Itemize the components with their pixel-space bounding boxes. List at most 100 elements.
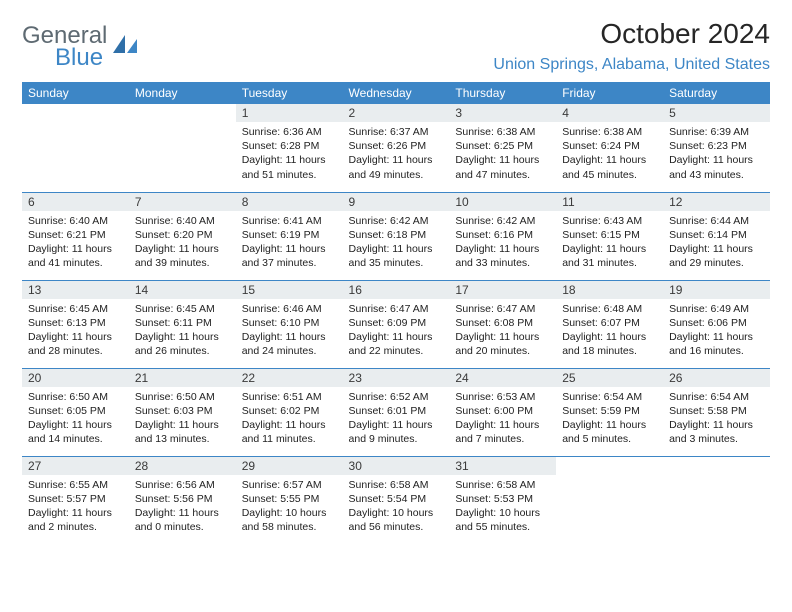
day-number: 26 [663, 369, 770, 387]
day-number: 22 [236, 369, 343, 387]
calendar-day-cell: 7Sunrise: 6:40 AMSunset: 6:20 PMDaylight… [129, 192, 236, 280]
day-number: 2 [343, 104, 450, 122]
logo-sail-icon [111, 33, 139, 64]
calendar-day-cell: 28Sunrise: 6:56 AMSunset: 5:56 PMDayligh… [129, 456, 236, 544]
day-details: Sunrise: 6:56 AMSunset: 5:56 PMDaylight:… [129, 475, 236, 539]
calendar-day-cell: 2Sunrise: 6:37 AMSunset: 6:26 PMDaylight… [343, 104, 450, 192]
calendar-day-cell: 5Sunrise: 6:39 AMSunset: 6:23 PMDaylight… [663, 104, 770, 192]
weekday-header: Saturday [663, 82, 770, 104]
day-number: 13 [22, 281, 129, 299]
calendar-week-row: 27Sunrise: 6:55 AMSunset: 5:57 PMDayligh… [22, 456, 770, 544]
day-details: Sunrise: 6:43 AMSunset: 6:15 PMDaylight:… [556, 211, 663, 275]
calendar-week-row: 1Sunrise: 6:36 AMSunset: 6:28 PMDaylight… [22, 104, 770, 192]
calendar-day-cell: 17Sunrise: 6:47 AMSunset: 6:08 PMDayligh… [449, 280, 556, 368]
day-number: 12 [663, 193, 770, 211]
calendar-day-cell: 23Sunrise: 6:52 AMSunset: 6:01 PMDayligh… [343, 368, 450, 456]
day-number: 10 [449, 193, 556, 211]
day-details: Sunrise: 6:46 AMSunset: 6:10 PMDaylight:… [236, 299, 343, 363]
title-block: October 2024 Union Springs, Alabama, Uni… [493, 18, 770, 74]
calendar-day-cell: 9Sunrise: 6:42 AMSunset: 6:18 PMDaylight… [343, 192, 450, 280]
day-details: Sunrise: 6:38 AMSunset: 6:24 PMDaylight:… [556, 122, 663, 186]
calendar-day-cell: 11Sunrise: 6:43 AMSunset: 6:15 PMDayligh… [556, 192, 663, 280]
day-number: 18 [556, 281, 663, 299]
calendar-day-cell: 19Sunrise: 6:49 AMSunset: 6:06 PMDayligh… [663, 280, 770, 368]
day-details: Sunrise: 6:45 AMSunset: 6:11 PMDaylight:… [129, 299, 236, 363]
day-details: Sunrise: 6:47 AMSunset: 6:09 PMDaylight:… [343, 299, 450, 363]
day-number: 16 [343, 281, 450, 299]
day-details: Sunrise: 6:49 AMSunset: 6:06 PMDaylight:… [663, 299, 770, 363]
weekday-header: Tuesday [236, 82, 343, 104]
day-number: 31 [449, 457, 556, 475]
day-details: Sunrise: 6:50 AMSunset: 6:05 PMDaylight:… [22, 387, 129, 451]
calendar-week-row: 13Sunrise: 6:45 AMSunset: 6:13 PMDayligh… [22, 280, 770, 368]
day-details: Sunrise: 6:57 AMSunset: 5:55 PMDaylight:… [236, 475, 343, 539]
day-number: 17 [449, 281, 556, 299]
day-details: Sunrise: 6:36 AMSunset: 6:28 PMDaylight:… [236, 122, 343, 186]
calendar-day-cell: 24Sunrise: 6:53 AMSunset: 6:00 PMDayligh… [449, 368, 556, 456]
day-number: 1 [236, 104, 343, 122]
day-number: 27 [22, 457, 129, 475]
day-number: 9 [343, 193, 450, 211]
calendar-week-row: 6Sunrise: 6:40 AMSunset: 6:21 PMDaylight… [22, 192, 770, 280]
calendar-week-row: 20Sunrise: 6:50 AMSunset: 6:05 PMDayligh… [22, 368, 770, 456]
day-number: 8 [236, 193, 343, 211]
day-number: 5 [663, 104, 770, 122]
day-number: 29 [236, 457, 343, 475]
day-details: Sunrise: 6:40 AMSunset: 6:20 PMDaylight:… [129, 211, 236, 275]
calendar-day-cell: 25Sunrise: 6:54 AMSunset: 5:59 PMDayligh… [556, 368, 663, 456]
calendar-day-cell: 22Sunrise: 6:51 AMSunset: 6:02 PMDayligh… [236, 368, 343, 456]
weekday-header: Friday [556, 82, 663, 104]
day-details: Sunrise: 6:37 AMSunset: 6:26 PMDaylight:… [343, 122, 450, 186]
day-number: 19 [663, 281, 770, 299]
location-text: Union Springs, Alabama, United States [493, 56, 770, 74]
calendar-day-cell: 1Sunrise: 6:36 AMSunset: 6:28 PMDaylight… [236, 104, 343, 192]
calendar-day-cell [556, 456, 663, 544]
calendar-table: SundayMondayTuesdayWednesdayThursdayFrid… [22, 82, 770, 544]
calendar-day-cell: 8Sunrise: 6:41 AMSunset: 6:19 PMDaylight… [236, 192, 343, 280]
day-details: Sunrise: 6:58 AMSunset: 5:53 PMDaylight:… [449, 475, 556, 539]
calendar-body: 1Sunrise: 6:36 AMSunset: 6:28 PMDaylight… [22, 104, 770, 544]
day-details: Sunrise: 6:53 AMSunset: 6:00 PMDaylight:… [449, 387, 556, 451]
day-details: Sunrise: 6:44 AMSunset: 6:14 PMDaylight:… [663, 211, 770, 275]
calendar-day-cell: 15Sunrise: 6:46 AMSunset: 6:10 PMDayligh… [236, 280, 343, 368]
calendar-day-cell: 3Sunrise: 6:38 AMSunset: 6:25 PMDaylight… [449, 104, 556, 192]
day-details: Sunrise: 6:42 AMSunset: 6:18 PMDaylight:… [343, 211, 450, 275]
calendar-day-cell: 29Sunrise: 6:57 AMSunset: 5:55 PMDayligh… [236, 456, 343, 544]
calendar-day-cell: 30Sunrise: 6:58 AMSunset: 5:54 PMDayligh… [343, 456, 450, 544]
calendar-day-cell: 21Sunrise: 6:50 AMSunset: 6:03 PMDayligh… [129, 368, 236, 456]
weekday-header: Monday [129, 82, 236, 104]
day-details: Sunrise: 6:48 AMSunset: 6:07 PMDaylight:… [556, 299, 663, 363]
day-number: 21 [129, 369, 236, 387]
day-details: Sunrise: 6:58 AMSunset: 5:54 PMDaylight:… [343, 475, 450, 539]
calendar-day-cell: 31Sunrise: 6:58 AMSunset: 5:53 PMDayligh… [449, 456, 556, 544]
calendar-day-cell: 10Sunrise: 6:42 AMSunset: 6:16 PMDayligh… [449, 192, 556, 280]
day-details: Sunrise: 6:47 AMSunset: 6:08 PMDaylight:… [449, 299, 556, 363]
calendar-day-cell: 27Sunrise: 6:55 AMSunset: 5:57 PMDayligh… [22, 456, 129, 544]
day-details: Sunrise: 6:38 AMSunset: 6:25 PMDaylight:… [449, 122, 556, 186]
weekday-header: Thursday [449, 82, 556, 104]
day-details: Sunrise: 6:41 AMSunset: 6:19 PMDaylight:… [236, 211, 343, 275]
day-number: 23 [343, 369, 450, 387]
weekday-header: Wednesday [343, 82, 450, 104]
day-number: 28 [129, 457, 236, 475]
day-details: Sunrise: 6:40 AMSunset: 6:21 PMDaylight:… [22, 211, 129, 275]
day-number: 6 [22, 193, 129, 211]
calendar-day-cell: 4Sunrise: 6:38 AMSunset: 6:24 PMDaylight… [556, 104, 663, 192]
day-details: Sunrise: 6:45 AMSunset: 6:13 PMDaylight:… [22, 299, 129, 363]
day-number: 15 [236, 281, 343, 299]
day-number: 30 [343, 457, 450, 475]
header: General Blue October 2024 Union Springs,… [22, 18, 770, 74]
weekday-header-row: SundayMondayTuesdayWednesdayThursdayFrid… [22, 82, 770, 104]
calendar-page: General Blue October 2024 Union Springs,… [0, 0, 792, 560]
calendar-day-cell: 12Sunrise: 6:44 AMSunset: 6:14 PMDayligh… [663, 192, 770, 280]
logo-text-blue: Blue [55, 46, 107, 70]
day-details: Sunrise: 6:51 AMSunset: 6:02 PMDaylight:… [236, 387, 343, 451]
day-number: 7 [129, 193, 236, 211]
calendar-day-cell: 16Sunrise: 6:47 AMSunset: 6:09 PMDayligh… [343, 280, 450, 368]
calendar-day-cell: 14Sunrise: 6:45 AMSunset: 6:11 PMDayligh… [129, 280, 236, 368]
day-details: Sunrise: 6:54 AMSunset: 5:58 PMDaylight:… [663, 387, 770, 451]
calendar-day-cell [129, 104, 236, 192]
day-number: 24 [449, 369, 556, 387]
calendar-day-cell: 26Sunrise: 6:54 AMSunset: 5:58 PMDayligh… [663, 368, 770, 456]
day-details: Sunrise: 6:50 AMSunset: 6:03 PMDaylight:… [129, 387, 236, 451]
